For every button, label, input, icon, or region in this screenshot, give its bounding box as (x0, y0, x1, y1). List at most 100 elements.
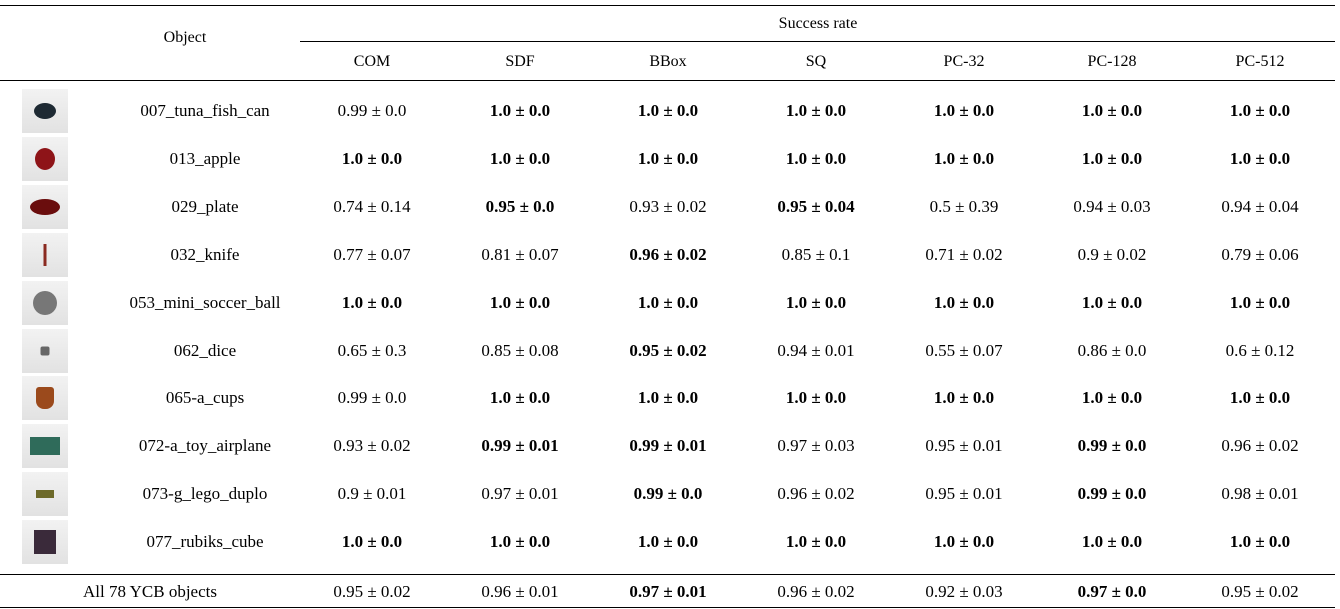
success-rate-cell: 0.95 ± 0.02 (629, 341, 706, 361)
object-thumbnail (22, 424, 68, 468)
object-header: Object (164, 29, 207, 47)
success-rate-cell: 0.99 ± 0.0 (338, 101, 407, 121)
group-rule (300, 41, 1335, 42)
success-rate-cell: 0.86 ± 0.0 (1078, 341, 1147, 361)
footer-cell: 0.95 ± 0.02 (1221, 582, 1298, 602)
object-thumbnail (22, 185, 68, 229)
success-rate-cell: 1.0 ± 0.0 (1230, 101, 1290, 121)
success-rate-cell: 1.0 ± 0.0 (1230, 388, 1290, 408)
success-rate-cell: 1.0 ± 0.0 (934, 101, 994, 121)
success-rate-cell: 1.0 ± 0.0 (638, 388, 698, 408)
success-rate-cell: 1.0 ± 0.0 (342, 149, 402, 169)
success-rate-cell: 0.85 ± 0.08 (481, 341, 558, 361)
success-rate-cell: 0.95 ± 0.0 (486, 197, 555, 217)
success-rate-cell: 0.99 ± 0.01 (481, 436, 558, 456)
success-rate-cell: 1.0 ± 0.0 (786, 293, 846, 313)
success-rate-cell: 1.0 ± 0.0 (934, 149, 994, 169)
footer-label: All 78 YCB objects (83, 582, 217, 602)
object-name: 029_plate (171, 197, 238, 217)
success-rate-cell: 0.99 ± 0.0 (1078, 484, 1147, 504)
success-rate-cell: 0.94 ± 0.04 (1221, 197, 1298, 217)
success-rate-cell: 0.79 ± 0.06 (1221, 245, 1298, 265)
success-rate-cell: 0.96 ± 0.02 (1221, 436, 1298, 456)
success-rate-cell: 1.0 ± 0.0 (1082, 149, 1142, 169)
success-rate-cell: 0.74 ± 0.14 (333, 197, 410, 217)
success-rate-cell: 0.55 ± 0.07 (925, 341, 1002, 361)
footer-cell: 0.96 ± 0.01 (481, 582, 558, 602)
success-rate-cell: 0.94 ± 0.01 (777, 341, 854, 361)
success-rate-cell: 1.0 ± 0.0 (638, 149, 698, 169)
success-rate-cell: 0.99 ± 0.0 (338, 388, 407, 408)
column-header: BBox (649, 53, 686, 71)
success-rate-cell: 0.6 ± 0.12 (1226, 341, 1295, 361)
success-rate-cell: 0.96 ± 0.02 (777, 484, 854, 504)
success-rate-cell: 1.0 ± 0.0 (934, 293, 994, 313)
success-rate-cell: 0.71 ± 0.02 (925, 245, 1002, 265)
success-rate-cell: 1.0 ± 0.0 (342, 532, 402, 552)
success-rate-cell: 1.0 ± 0.0 (786, 388, 846, 408)
column-header: PC-512 (1236, 53, 1285, 71)
object-name: 007_tuna_fish_can (140, 101, 269, 121)
success-rate-cell: 1.0 ± 0.0 (1082, 532, 1142, 552)
success-rate-cell: 0.99 ± 0.01 (629, 436, 706, 456)
object-thumbnail (22, 376, 68, 420)
success-rate-cell: 1.0 ± 0.0 (934, 388, 994, 408)
object-thumbnail (22, 137, 68, 181)
bottom-rule (0, 607, 1335, 608)
success-rate-cell: 0.85 ± 0.1 (782, 245, 851, 265)
object-name: 032_knife (171, 245, 240, 265)
success-rate-cell: 1.0 ± 0.0 (638, 532, 698, 552)
success-rate-cell: 1.0 ± 0.0 (786, 149, 846, 169)
object-name: 062_dice (174, 341, 236, 361)
footer-cell: 0.92 ± 0.03 (925, 582, 1002, 602)
header-rule (0, 80, 1335, 81)
footer-cell: 0.96 ± 0.02 (777, 582, 854, 602)
top-rule (0, 5, 1335, 6)
object-thumbnail (22, 281, 68, 325)
object-thumbnail (22, 520, 68, 564)
success-rate-cell: 1.0 ± 0.0 (490, 532, 550, 552)
success-rate-cell: 1.0 ± 0.0 (638, 101, 698, 121)
success-rate-cell: 1.0 ± 0.0 (786, 532, 846, 552)
success-rate-cell: 1.0 ± 0.0 (934, 532, 994, 552)
column-header: SDF (505, 53, 534, 71)
object-name: 053_mini_soccer_ball (129, 293, 280, 313)
column-header: COM (354, 53, 390, 71)
object-name: 065-a_cups (166, 388, 244, 408)
success-rate-cell: 0.99 ± 0.0 (1078, 436, 1147, 456)
success-rate-cell: 1.0 ± 0.0 (1230, 149, 1290, 169)
success-rate-cell: 1.0 ± 0.0 (1082, 293, 1142, 313)
column-header: PC-128 (1088, 53, 1137, 71)
success-rate-cell: 1.0 ± 0.0 (638, 293, 698, 313)
success-rate-cell: 0.95 ± 0.01 (925, 436, 1002, 456)
success-rate-cell: 0.96 ± 0.02 (629, 245, 706, 265)
success-rate-cell: 0.81 ± 0.07 (481, 245, 558, 265)
success-rate-cell: 1.0 ± 0.0 (1230, 293, 1290, 313)
object-thumbnail (22, 233, 68, 277)
column-header: PC-32 (944, 53, 985, 71)
success-rate-cell: 0.95 ± 0.01 (925, 484, 1002, 504)
success-rate-cell: 0.9 ± 0.02 (1078, 245, 1147, 265)
success-rate-cell: 0.99 ± 0.0 (634, 484, 703, 504)
success-rate-cell: 1.0 ± 0.0 (1082, 388, 1142, 408)
object-name: 073-g_lego_duplo (143, 484, 268, 504)
success-rate-cell: 0.95 ± 0.04 (777, 197, 854, 217)
success-rate-cell: 0.5 ± 0.39 (930, 197, 999, 217)
object-name: 013_apple (170, 149, 241, 169)
success-rate-cell: 0.77 ± 0.07 (333, 245, 410, 265)
footer-cell: 0.97 ± 0.0 (1078, 582, 1147, 602)
object-thumbnail (22, 472, 68, 516)
footer-cell: 0.95 ± 0.02 (333, 582, 410, 602)
success-rate-cell: 0.98 ± 0.01 (1221, 484, 1298, 504)
success-rate-cell: 1.0 ± 0.0 (1230, 532, 1290, 552)
success-rate-cell: 1.0 ± 0.0 (1082, 101, 1142, 121)
success-rate-cell: 0.9 ± 0.01 (338, 484, 407, 504)
success-rate-cell: 1.0 ± 0.0 (786, 101, 846, 121)
success-rate-cell: 1.0 ± 0.0 (490, 388, 550, 408)
object-name: 077_rubiks_cube (146, 532, 263, 552)
success-rate-cell: 1.0 ± 0.0 (342, 293, 402, 313)
footer-rule (0, 574, 1335, 575)
column-header: SQ (806, 53, 826, 71)
results-table: Object Success rate COMSDFBBoxSQPC-32PC-… (0, 0, 1340, 609)
footer-cell: 0.97 ± 0.01 (629, 582, 706, 602)
